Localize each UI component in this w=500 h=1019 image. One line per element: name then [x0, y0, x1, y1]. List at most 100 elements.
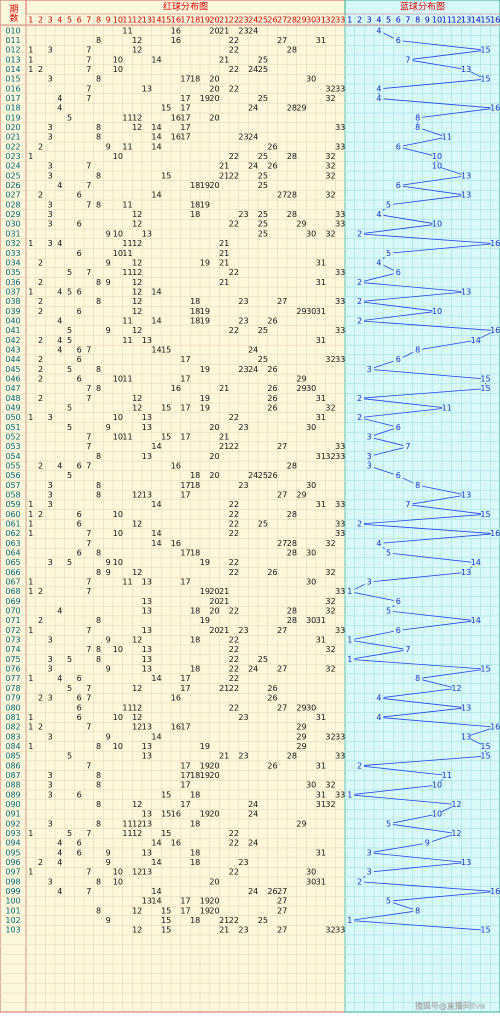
issue-number: 095 — [5, 848, 20, 857]
blue-ball-bg — [461, 287, 471, 296]
red-ball: 11 — [122, 829, 132, 838]
red-ball: 22 — [229, 868, 239, 877]
red-ball: 28 — [287, 210, 297, 219]
blue-ball-bg — [490, 723, 500, 732]
red-ball: 2 — [38, 374, 43, 383]
red-ball: 25 — [258, 171, 268, 180]
red-ball: 2 — [38, 191, 43, 200]
red-ball: 1 — [28, 520, 33, 529]
blue-col-label: 3 — [367, 16, 372, 25]
red-ball: 31 — [316, 800, 326, 809]
red-ball: 31 — [316, 394, 326, 403]
red-ball: 19 — [200, 897, 210, 906]
blue-ball: 7 — [405, 55, 410, 64]
red-ball: 10 — [113, 713, 123, 722]
red-ball: 5 — [67, 684, 72, 693]
red-ball: 6 — [77, 374, 82, 383]
red-ball: 3 — [48, 413, 53, 422]
issue-number: 103 — [5, 926, 20, 935]
red-ball: 11 — [122, 268, 132, 277]
red-ball: 2 — [38, 307, 43, 316]
red-ball: 22 — [229, 607, 239, 616]
red-ball: 5 — [67, 655, 72, 664]
red-ball: 2 — [38, 258, 43, 267]
red-ball: 15 — [161, 926, 171, 935]
red-ball: 8 — [96, 906, 101, 915]
red-ball: 5 — [67, 403, 72, 412]
blue-ball: 4 — [376, 84, 381, 93]
blue-ball-bg — [490, 887, 500, 896]
blue-ball: 13 — [461, 568, 471, 577]
red-ball: 13 — [142, 452, 152, 461]
blue-col-label: 7 — [405, 16, 410, 25]
issue-number: 031 — [5, 229, 20, 238]
blue-title: 蓝球分布图 — [400, 1, 445, 13]
blue-ball-bg — [355, 877, 365, 886]
blue-ball: 16 — [490, 887, 500, 896]
red-ball: 19 — [200, 810, 210, 819]
issue-number: 040 — [5, 316, 20, 325]
red-ball: 9 — [106, 278, 111, 287]
red-ball: 24 — [248, 345, 258, 354]
red-ball: 20 — [209, 452, 219, 461]
blue-ball: 2 — [357, 297, 362, 306]
blue-col-label: 12 — [451, 16, 461, 25]
blue-ball: 10 — [432, 307, 442, 316]
red-ball: 1 — [28, 868, 33, 877]
issue-number: 088 — [5, 781, 20, 790]
red-ball: 8 — [96, 384, 101, 393]
red-ball: 15 — [161, 171, 171, 180]
red-ball: 17 — [180, 491, 190, 500]
red-ball: 3 — [48, 558, 53, 567]
blue-ball: 1 — [347, 790, 352, 799]
red-ball: 20 — [209, 471, 219, 480]
red-ball: 28 — [287, 46, 297, 55]
red-ball: 15 — [161, 790, 171, 799]
red-ball: 31 — [316, 713, 326, 722]
red-ball: 12 — [132, 268, 142, 277]
blue-ball-bg — [393, 423, 403, 432]
blue-ball: 15 — [480, 374, 490, 383]
red-ball: 27 — [277, 539, 287, 548]
red-ball: 14 — [151, 858, 161, 867]
red-ball: 2 — [38, 278, 43, 287]
red-ball: 22 — [229, 268, 239, 277]
blue-ball-bg — [461, 491, 471, 500]
red-ball: 4 — [57, 345, 62, 354]
red-ball: 13 — [142, 819, 152, 828]
blue-ball-bg — [413, 113, 423, 122]
red-ball: 32 — [325, 355, 335, 364]
red-ball: 22 — [229, 510, 239, 519]
red-ball: 14 — [151, 442, 161, 451]
red-col-label: 31 — [316, 16, 326, 25]
red-ball: 28 — [287, 152, 297, 161]
red-ball: 33 — [335, 123, 345, 132]
red-ball: 33 — [335, 268, 345, 277]
red-ball: 7 — [86, 694, 91, 703]
red-ball: 10 — [113, 152, 123, 161]
issue-number: 099 — [5, 887, 20, 896]
red-ball: 3 — [48, 819, 53, 828]
red-ball: 2 — [38, 858, 43, 867]
red-ball: 2 — [38, 394, 43, 403]
red-ball: 20 — [209, 84, 219, 93]
red-ball: 6 — [77, 345, 82, 354]
blue-ball: 5 — [386, 819, 391, 828]
red-ball: 1 — [28, 723, 33, 732]
issue-number: 101 — [5, 906, 20, 915]
red-ball: 12 — [132, 819, 142, 828]
red-ball: 25 — [258, 355, 268, 364]
blue-ball: 4 — [376, 210, 381, 219]
red-ball: 22 — [229, 413, 239, 422]
issue-number: 087 — [5, 771, 20, 780]
red-ball: 31 — [316, 336, 326, 345]
red-ball: 18 — [190, 481, 200, 490]
red-ball: 6 — [77, 694, 82, 703]
red-ball: 12 — [132, 210, 142, 219]
blue-ball: 10 — [432, 781, 442, 790]
red-ball: 22 — [229, 529, 239, 538]
issue-number: 028 — [5, 200, 20, 209]
red-ball: 11 — [122, 142, 132, 151]
issue-number: 062 — [5, 529, 20, 538]
red-ball: 16 — [171, 539, 181, 548]
